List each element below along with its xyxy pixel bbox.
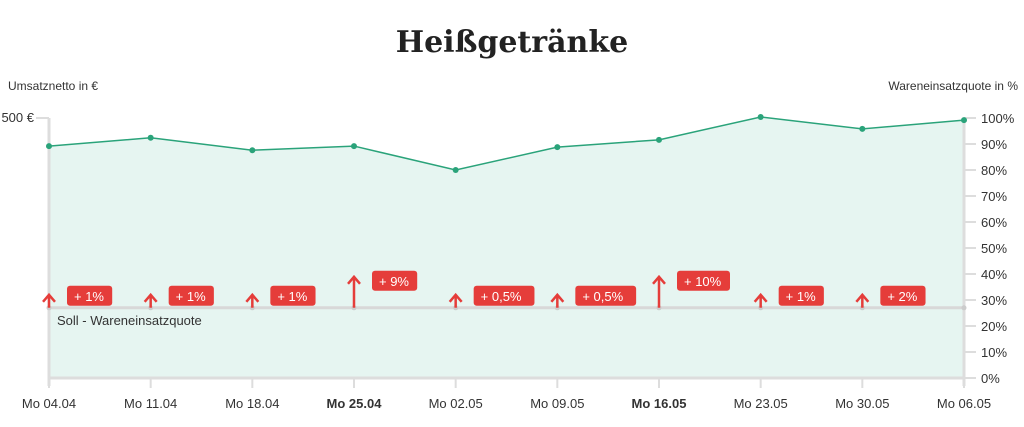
data-point	[859, 125, 866, 132]
deviation-badge	[168, 285, 214, 306]
deviation-badge	[575, 285, 637, 306]
right-tick-label: 100%	[981, 111, 1015, 126]
right-tick-label: 0%	[981, 371, 1000, 386]
x-tick-label: Mo 23.05	[734, 396, 788, 411]
deviation-badge	[677, 270, 730, 291]
left-tick-label: 500 €	[1, 110, 34, 125]
deviation-label: + 1%	[176, 289, 206, 304]
arrow-up-icon	[143, 292, 158, 308]
arrow-up-icon	[42, 292, 56, 308]
x-tick-label: Mo 16.05	[632, 396, 687, 411]
data-point	[452, 167, 459, 173]
data-point	[554, 144, 561, 151]
deviation-label: + 2%	[887, 289, 917, 304]
x-tick-label: Mo 09.05	[530, 396, 584, 411]
x-tick-label: Mo 02.05	[429, 396, 483, 411]
arrow-up-icon	[855, 292, 870, 308]
data-point	[351, 143, 357, 150]
target-line-label: Soll - Wareneinsatzquote	[57, 313, 202, 328]
x-tick-label: Mo 30.05	[835, 396, 889, 411]
deviation-label: + 9%	[379, 274, 409, 289]
deviation-label: + 10%	[684, 274, 722, 289]
deviation-badge	[372, 270, 418, 291]
arrow-up-icon	[753, 292, 768, 308]
arrow-up-icon	[550, 292, 565, 308]
series-line	[48, 116, 965, 171]
deviation-label: + 0,5%	[481, 289, 522, 304]
right-tick-label: 20%	[981, 319, 1007, 334]
chart-title: Heißgetränke	[396, 25, 628, 60]
right-tick-label: 40%	[981, 267, 1007, 282]
right-tick-label: 90%	[981, 137, 1007, 152]
arrow-up-icon	[347, 274, 361, 308]
deviation-badge	[778, 285, 824, 306]
right-tick-label: 80%	[981, 163, 1007, 178]
deviation-badge	[270, 285, 316, 306]
deviation-badge	[473, 285, 535, 306]
right-tick-label: 60%	[981, 215, 1007, 230]
target-point	[961, 305, 967, 311]
x-tick-label: Mo 06.05	[937, 396, 991, 411]
right-axis-label: Wareneinsatzquote in %	[888, 79, 1018, 93]
deviation-label: + 0,5%	[582, 289, 623, 304]
data-point	[656, 136, 662, 143]
x-tick-label: Mo 18.04	[225, 396, 279, 411]
left-axis-label: Umsatznetto in €	[8, 79, 98, 93]
data-point	[46, 143, 52, 150]
x-tick-label: Mo 25.04	[327, 396, 383, 411]
data-point	[249, 147, 256, 154]
arrow-up-icon	[448, 292, 463, 308]
area-fill	[49, 116, 964, 379]
right-tick-label: 10%	[981, 345, 1007, 360]
deviation-label: + 1%	[74, 289, 104, 304]
right-tick-label: 30%	[981, 293, 1007, 308]
data-point	[757, 113, 764, 120]
deviation-badge	[880, 285, 926, 306]
x-tick-label: Mo 11.04	[124, 396, 177, 411]
arrow-up-icon	[245, 292, 260, 308]
x-tick-label: Mo 04.04	[22, 396, 76, 411]
deviation-label: + 1%	[786, 289, 816, 304]
data-point	[961, 117, 967, 124]
right-tick-label: 70%	[981, 189, 1007, 204]
deviation-label: + 1%	[277, 289, 307, 304]
data-point	[147, 134, 154, 141]
arrow-up-icon	[652, 274, 666, 308]
deviation-badge	[67, 285, 113, 306]
right-tick-label: 50%	[981, 241, 1007, 256]
